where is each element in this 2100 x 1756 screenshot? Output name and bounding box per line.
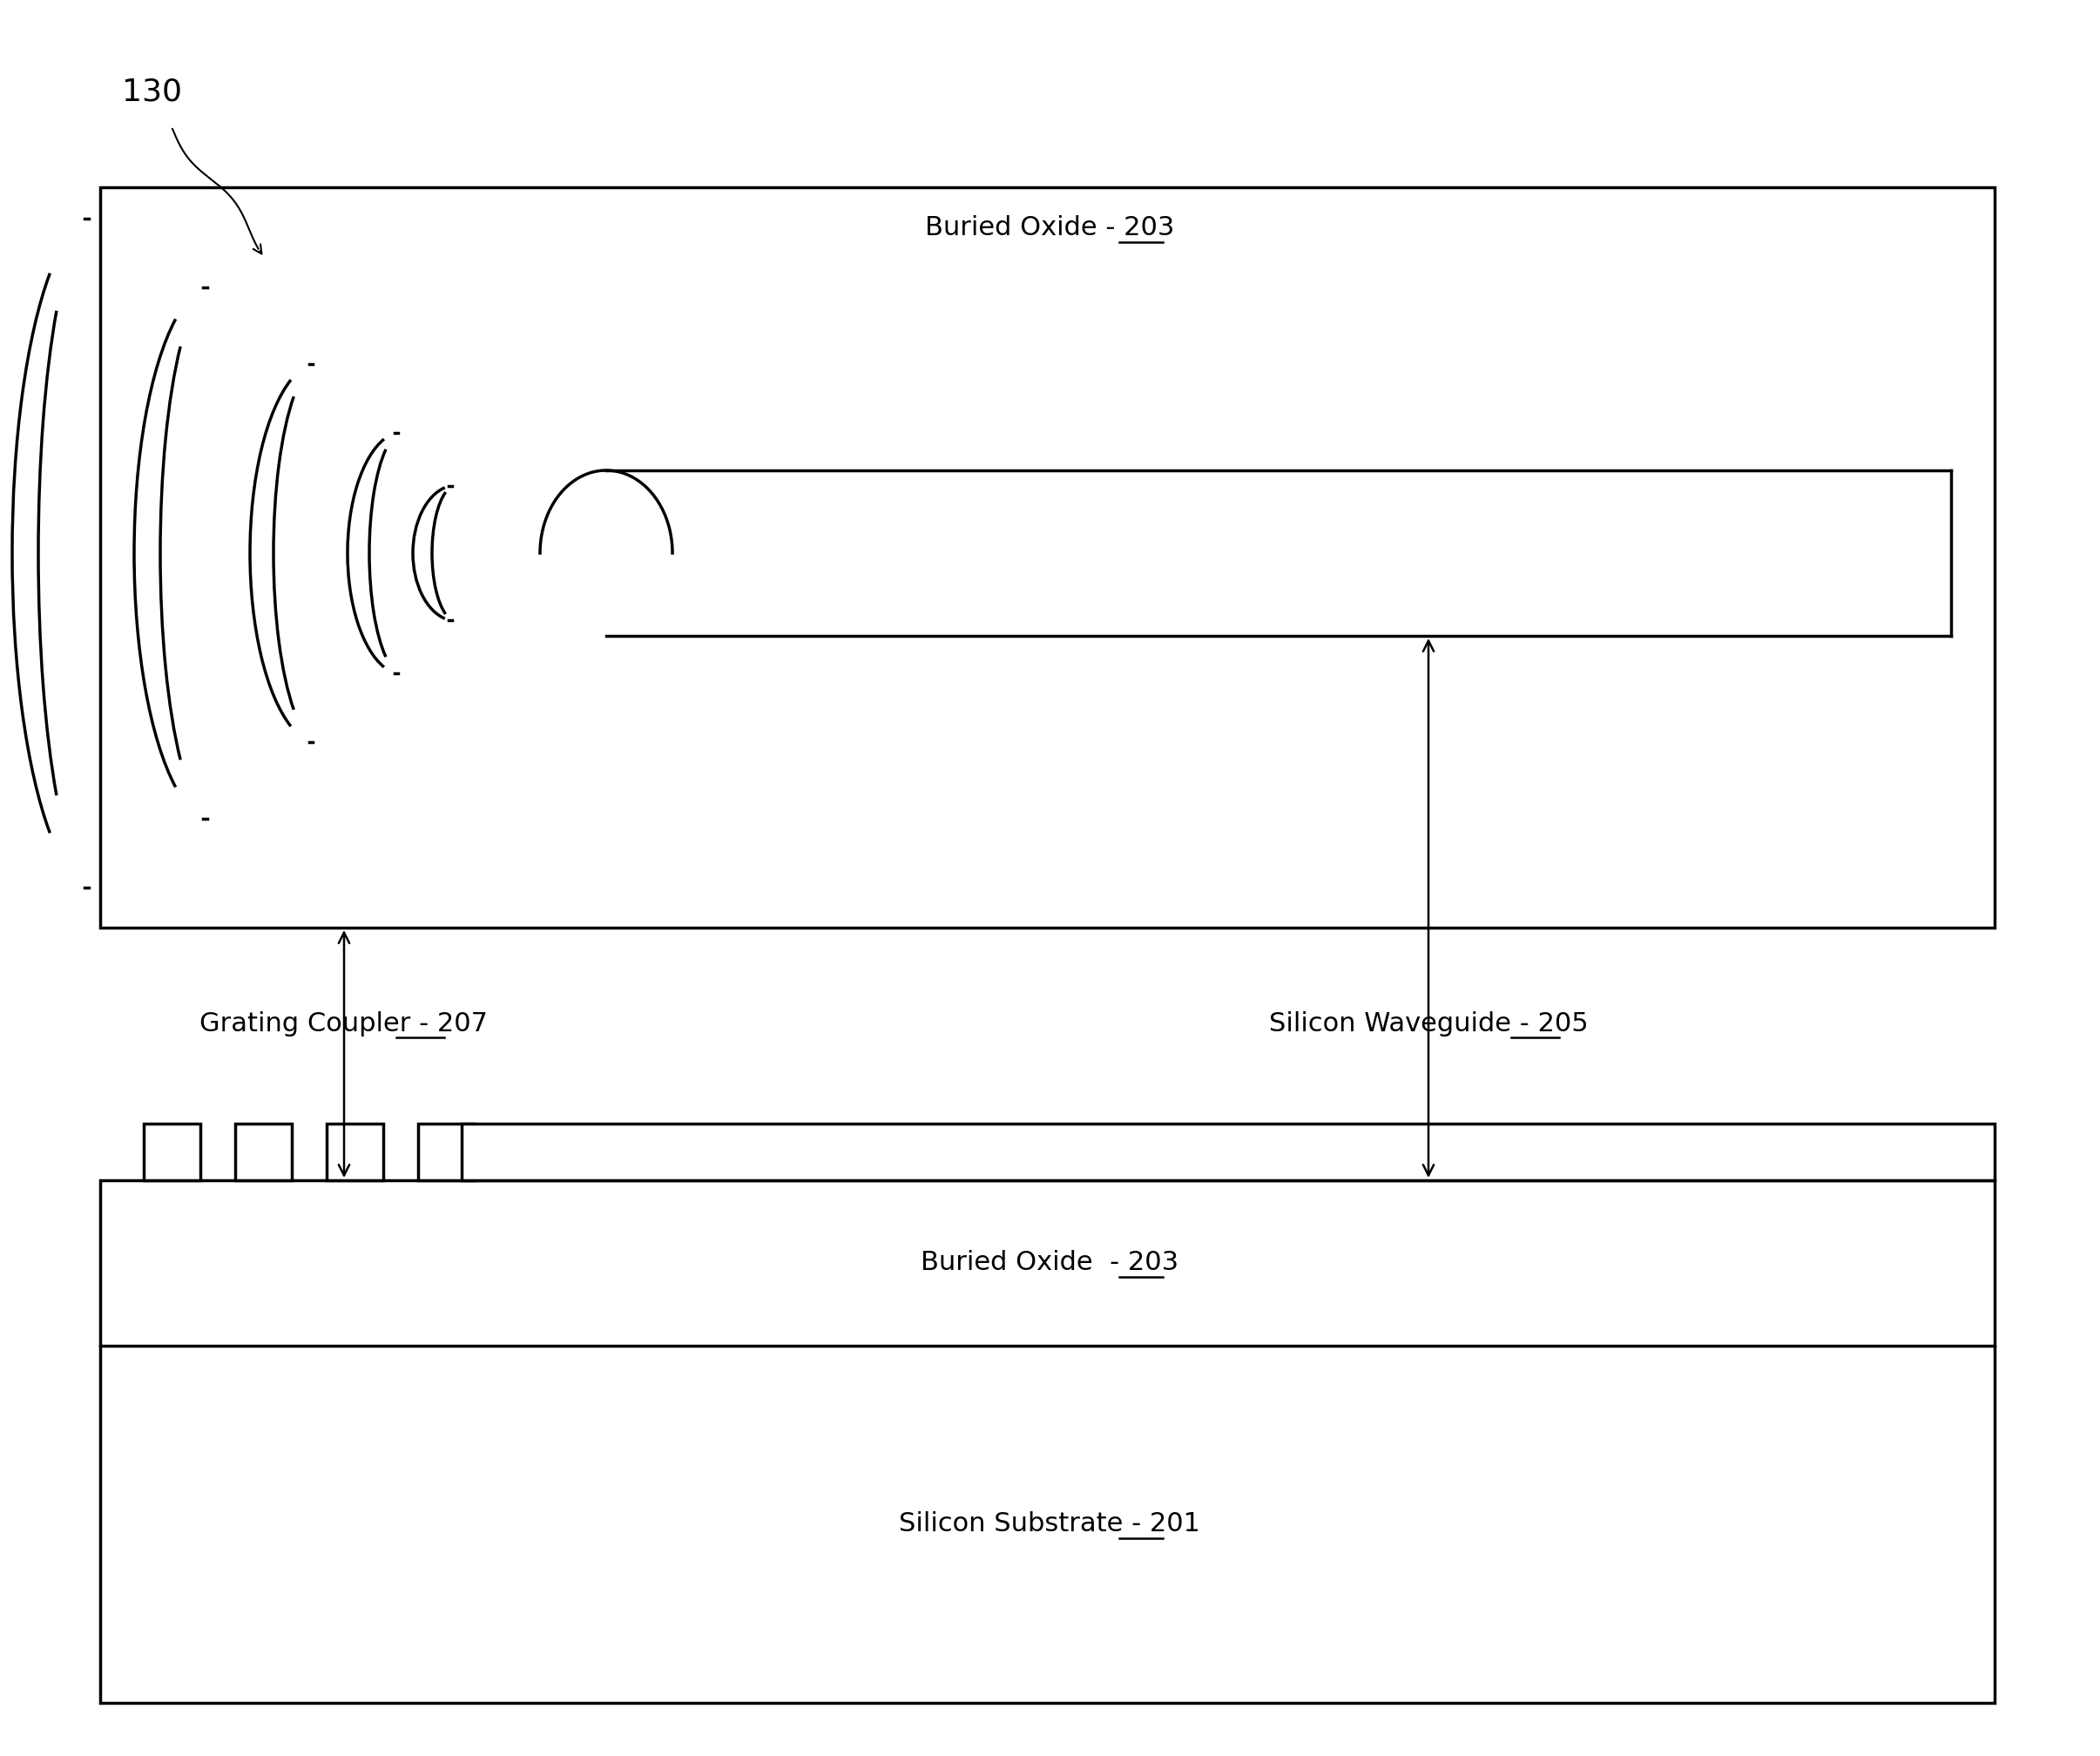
Bar xyxy=(235,1124,292,1180)
Text: Silicon Waveguide - 205: Silicon Waveguide - 205 xyxy=(1268,1011,1588,1036)
Text: Silicon Substrate - 201: Silicon Substrate - 201 xyxy=(899,1512,1201,1536)
Text: Grating Coupler - 207: Grating Coupler - 207 xyxy=(200,1011,487,1036)
Bar xyxy=(143,1124,200,1180)
Text: Buried Oxide - 203: Buried Oxide - 203 xyxy=(924,216,1174,241)
Text: Buried Oxide  - 203: Buried Oxide - 203 xyxy=(920,1250,1178,1275)
Bar xyxy=(101,1180,1995,1703)
Bar xyxy=(328,1124,382,1180)
Bar xyxy=(418,1124,475,1180)
Bar xyxy=(462,1124,1995,1180)
Text: 130: 130 xyxy=(122,77,183,107)
Polygon shape xyxy=(540,471,1951,636)
Bar xyxy=(101,188,1995,927)
